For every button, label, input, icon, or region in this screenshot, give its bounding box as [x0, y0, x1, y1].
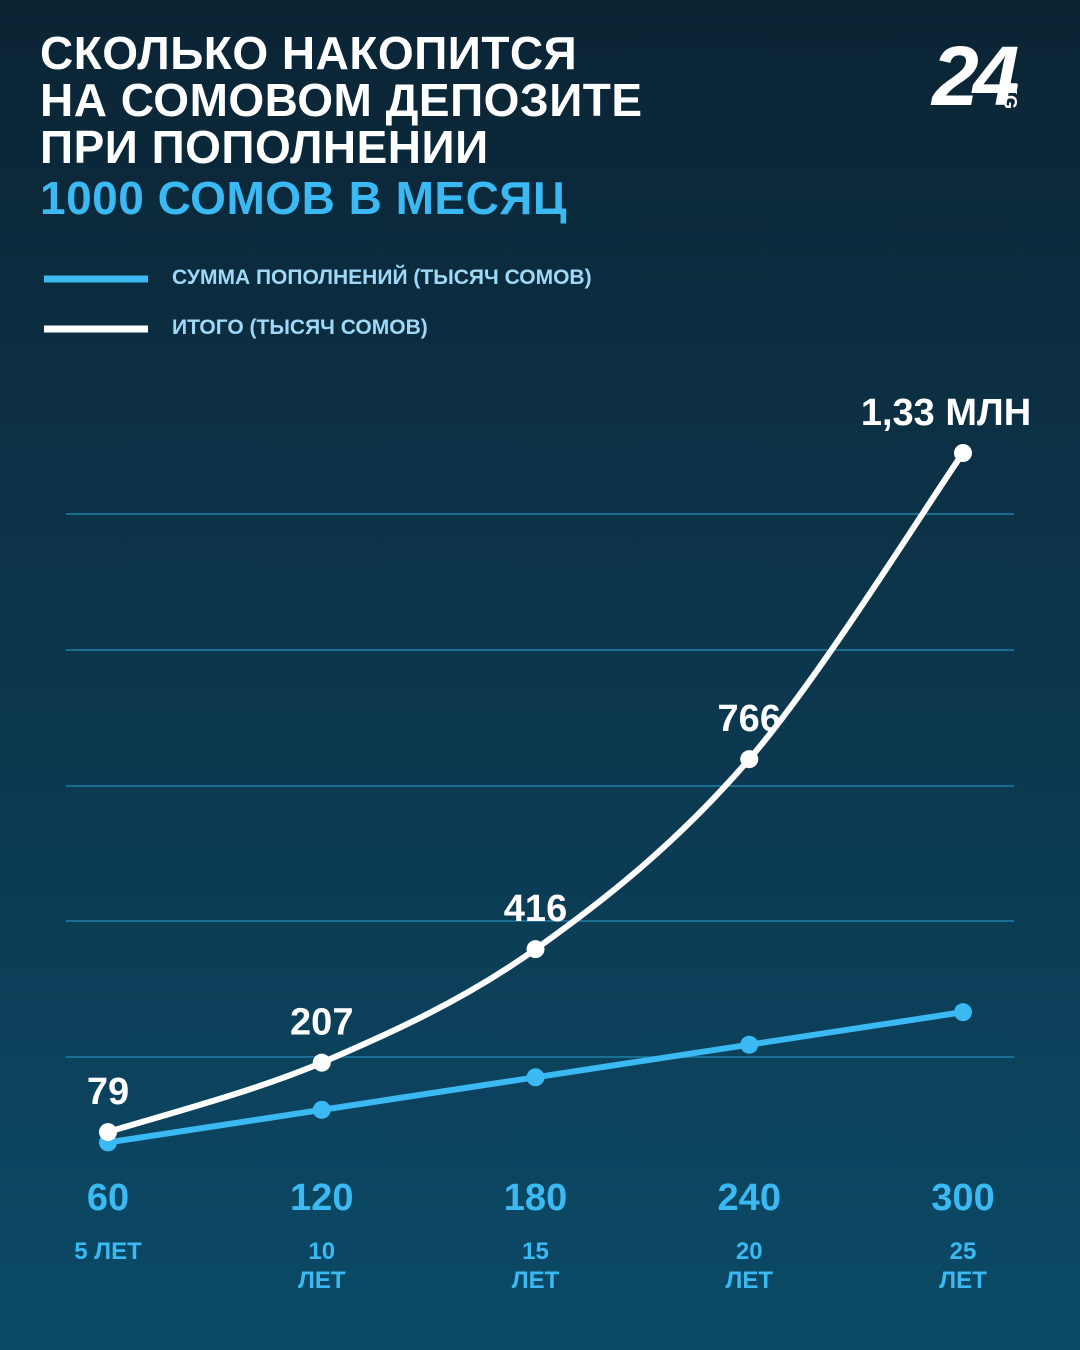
x-tick-label: 25 ЛЕТ: [939, 1238, 987, 1294]
subtitle: 1000 СОМОВ В МЕСЯЦ: [40, 172, 567, 224]
data-point: [740, 1035, 759, 1054]
bottom-value-label: 60: [87, 1177, 129, 1219]
bottom-value-label: 120: [290, 1177, 353, 1219]
data-point: [312, 1053, 331, 1072]
x-tick-label: 5 ЛЕТ: [74, 1238, 142, 1265]
logo: 24: [932, 29, 1019, 123]
title: СКОЛЬКО НАКОПИТСЯ НА СОМОВОМ ДЕПОЗИТЕ ПР…: [40, 27, 643, 173]
data-point: [954, 1003, 972, 1022]
bottom-value-label: 240: [718, 1177, 781, 1219]
x-tick-label: 10 ЛЕТ: [297, 1238, 346, 1294]
data-point: [954, 444, 972, 462]
bottom-value-label: 300: [931, 1177, 994, 1219]
bottom-value-label: 180: [504, 1177, 567, 1219]
legend-label: СУММА ПОПОЛНЕНИЙ (ТЫСЯЧ СОМОВ): [172, 266, 592, 289]
value-label: 79: [87, 1071, 129, 1113]
data-point: [526, 940, 545, 959]
value-label: 207: [290, 1002, 353, 1044]
value-label: 766: [718, 698, 781, 740]
data-point: [99, 1123, 117, 1142]
series-line: [105, 450, 966, 1136]
value-label: 416: [504, 888, 567, 930]
legend-label: ИТОГО (ТЫСЯЧ СОМОВ): [172, 316, 428, 339]
data-point: [740, 750, 759, 769]
data-point: [526, 1068, 545, 1087]
data-point: [312, 1100, 331, 1119]
x-tick-label: 15 ЛЕТ: [511, 1238, 560, 1294]
x-tick-label: 20 ЛЕТ: [725, 1238, 773, 1294]
background-grid: [66, 513, 1014, 1058]
value-label: 1,33 МЛН: [861, 392, 1031, 434]
